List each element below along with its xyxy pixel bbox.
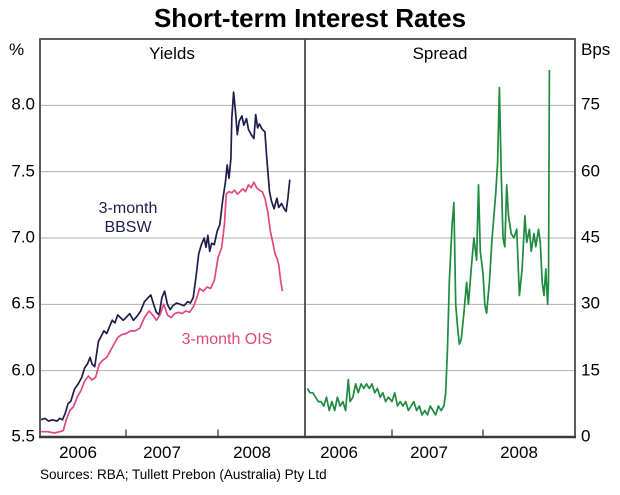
series-label-bbsw: 3-month BBSW [98, 200, 158, 236]
left-axis-unit: % [9, 40, 25, 59]
left-axis-tick-label: 6.0 [11, 360, 35, 380]
series-line-3-month-bbsw-to-ois-spread [306, 69, 551, 416]
x-axis-year-label: 2008 [233, 443, 271, 462]
right-axis-tick-label: 60 [581, 161, 600, 181]
right-axis-tick-label: 30 [581, 293, 600, 313]
source-note: Sources: RBA; Tullett Prebon (Australia)… [40, 467, 327, 482]
right-axis-tick-label: 75 [581, 94, 600, 114]
right-axis-tick-label: 45 [581, 227, 600, 247]
panel-title-yields: Yields [149, 44, 195, 63]
x-axis-year-label: 2006 [320, 443, 358, 462]
x-axis-year-label: 2007 [410, 443, 448, 462]
panel-title-spread: Spread [412, 44, 468, 63]
series-line-3-month-bbsw [41, 91, 291, 422]
right-axis-unit: Bps [581, 40, 611, 59]
left-axis-tick-label: 7.0 [11, 227, 35, 247]
left-axis-tick-label: 6.5 [11, 293, 35, 313]
x-axis-year-label: 2007 [143, 443, 181, 462]
x-axis-year-label: 2008 [500, 443, 538, 462]
left-axis-tick-label: 8.0 [11, 94, 35, 114]
series-line-3-month-ois [41, 181, 284, 434]
left-axis-tick-label: 7.5 [11, 161, 35, 181]
right-axis-tick-label: 15 [581, 360, 600, 380]
chart-title: Short-term Interest Rates [153, 3, 467, 33]
x-axis-year-label: 2006 [59, 443, 97, 462]
right-axis-tick-label: 0 [581, 426, 591, 446]
series-label-ois: 3-month OIS [181, 331, 273, 348]
left-axis-tick-label: 5.5 [11, 426, 35, 446]
